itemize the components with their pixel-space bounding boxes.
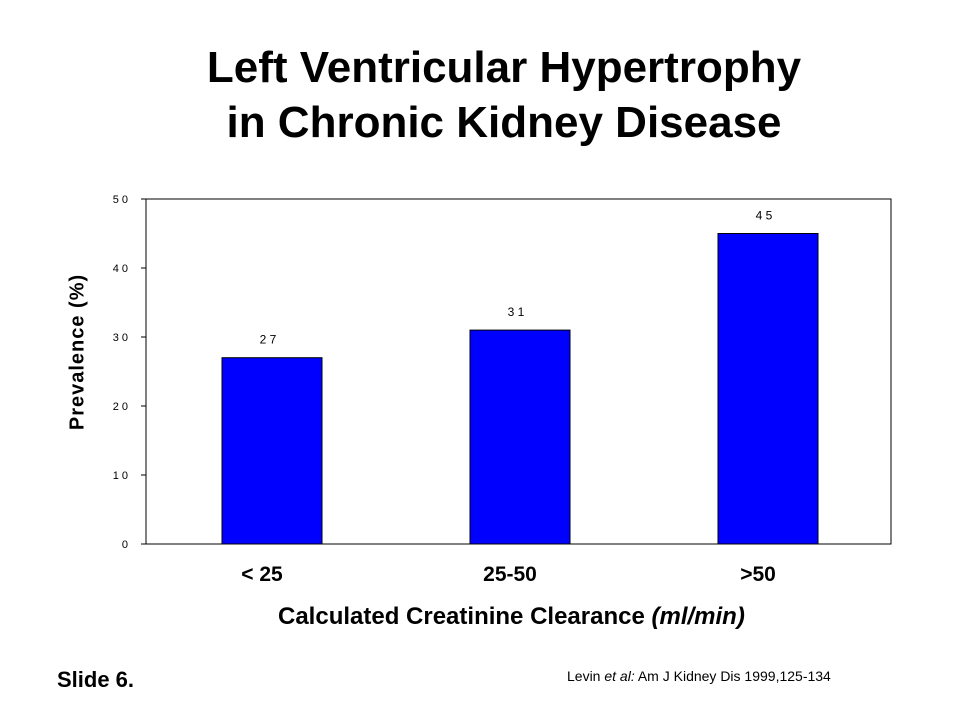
y-axis-label: Prevalence (%) [66, 273, 89, 431]
slide-title: Left Ventricular Hypertrophy in Chronic … [0, 40, 959, 150]
x-tick-label: >50 [740, 563, 776, 586]
y-tick-label: 5 0 [113, 194, 128, 206]
data-label: 2 7 [260, 333, 277, 347]
x-axis: < 25 25-50 >50 [241, 563, 776, 586]
y-tick-label: 4 0 [113, 263, 128, 275]
y-tick-label: 1 0 [113, 470, 128, 482]
y-tick-label: 3 0 [113, 332, 128, 344]
y-tick-label: 0 [122, 539, 128, 551]
x-tick-label: < 25 [241, 563, 283, 586]
x-axis-label: Calculated Creatinine Clearance (ml/min) [278, 603, 745, 631]
y-tick-label: 2 0 [113, 401, 128, 413]
citation-etal: et al: [604, 668, 635, 684]
data-label: 4 5 [756, 209, 773, 223]
x-axis-label-unit: (ml/min) [651, 603, 745, 630]
title-line-2: in Chronic Kidney Disease [226, 98, 782, 147]
citation-source: Am J Kidney Dis 1999,125-134 [637, 668, 831, 684]
slide-number: Slide 6. [57, 667, 135, 692]
bars [221, 233, 819, 545]
citation: Levin et al: Am J Kidney Dis 1999,125-13… [567, 668, 831, 684]
data-labels: 2 7 3 1 4 5 [260, 209, 773, 347]
bar [469, 329, 571, 545]
bar [221, 357, 323, 545]
x-axis-label-text: Calculated Creatinine Clearance [278, 603, 645, 630]
bar [717, 233, 819, 545]
title-line-1: Left Ventricular Hypertrophy [206, 43, 802, 92]
x-tick-label: 25-50 [483, 563, 537, 586]
data-label: 3 1 [508, 305, 525, 319]
citation-author: Levin [567, 668, 601, 684]
y-axis: 0 1 0 2 0 3 0 4 0 5 0 [113, 194, 146, 551]
